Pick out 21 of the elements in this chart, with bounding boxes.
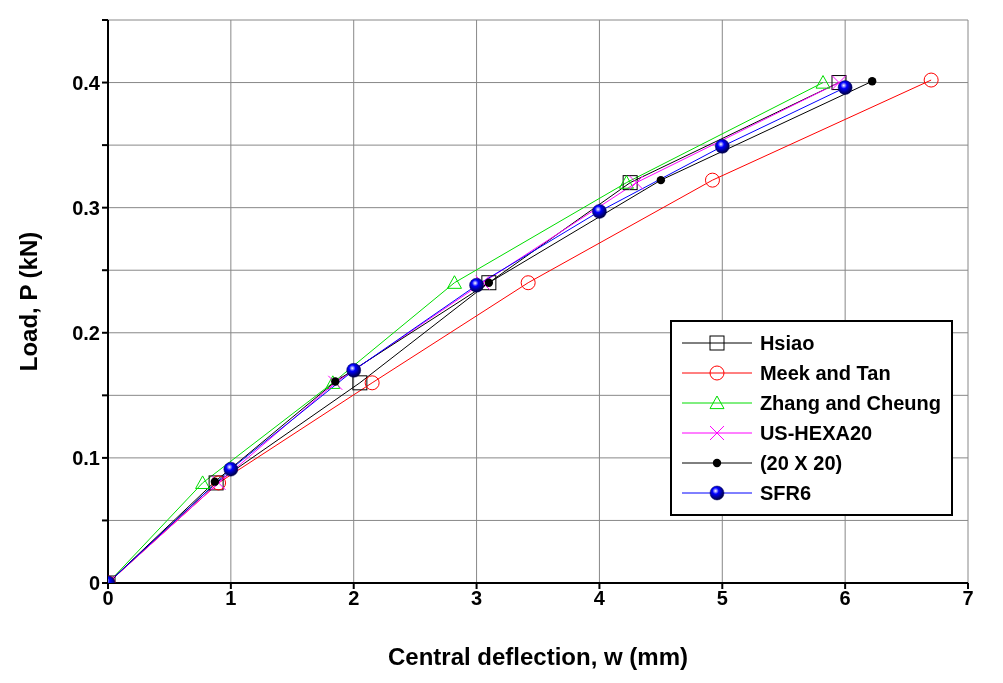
x-tick-label: 0 [102, 587, 114, 610]
y-axis-title: Load, P (kN) [14, 231, 42, 372]
y-tick-label: 0 [88, 572, 100, 595]
y-tick-label: 0.1 [72, 446, 100, 469]
legend-label: US-HEXA20 [759, 421, 873, 445]
x-tick-label: 2 [348, 587, 360, 610]
legend-label: Meek and Tan [759, 361, 891, 385]
legend-label: Zhang and Cheung [759, 391, 941, 415]
x-tick-label: 4 [593, 587, 606, 610]
x-axis-title: Central deflection, w (mm) [387, 643, 689, 671]
y-tick-label: 0.4 [72, 71, 101, 94]
legend-label: (20 X 20) [759, 451, 843, 475]
x-tick-label: 5 [716, 587, 728, 610]
x-tick-label: 1 [225, 587, 237, 610]
legend-label: SFR6 [759, 481, 812, 505]
x-tick-label: 7 [962, 587, 974, 610]
y-tick-label: 0.3 [72, 196, 100, 219]
y-tick-label: 0.2 [72, 321, 100, 344]
x-tick-label: 3 [471, 587, 483, 610]
legend-label: Hsiao [759, 331, 815, 355]
x-tick-label: 6 [839, 587, 851, 610]
